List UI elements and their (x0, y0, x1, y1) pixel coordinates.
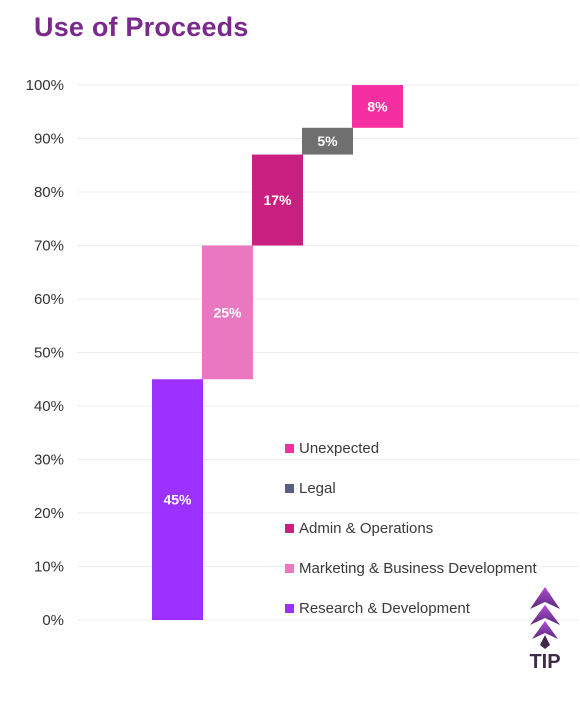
legend-label: Unexpected (299, 439, 380, 457)
bar-value-label: 45% (163, 492, 192, 508)
legend-label: Legal (299, 479, 336, 497)
y-tick-label: 100% (26, 77, 64, 94)
chart-title: Use of Proceeds (34, 12, 249, 42)
y-tick-label: 90% (34, 131, 64, 148)
legend-label: Admin & Operations (299, 519, 434, 537)
bar-value-label: 8% (367, 98, 388, 114)
bar-marketing-business-development (202, 245, 253, 380)
y-tick-label: 80% (34, 184, 64, 201)
tip-logo: TIP (520, 585, 570, 685)
bar-unexpected (352, 85, 403, 128)
legend-item-research: Research & Development (285, 588, 537, 628)
y-tick-label: 10% (34, 559, 64, 576)
bar-research-development (152, 379, 203, 620)
y-tick-label: 40% (34, 398, 64, 415)
legend-swatch (285, 523, 294, 533)
legend-item-admin-operations: Admin & Operations (285, 508, 537, 548)
legend-swatch (285, 443, 294, 453)
y-tick-label: 30% (34, 452, 64, 469)
y-tick-label: 60% (34, 291, 64, 308)
bar-value-label: 17% (263, 192, 292, 208)
y-tick-label: 70% (34, 238, 64, 255)
legend-item-unexpected: Unexpected (285, 428, 537, 468)
y-axis-ticks: 0% 10% 20% 30% 40% 50% 60% 70% 80% 90% 100% (26, 77, 64, 629)
bar-value-label: 5% (317, 133, 338, 149)
y-tick-label: 0% (42, 612, 64, 629)
y-tick-label: 50% (34, 345, 64, 362)
bar-value-label: 25% (213, 304, 242, 320)
legend-label: Marketing & Business Development (299, 559, 537, 577)
legend-swatch (285, 563, 294, 573)
y-tick-label: 20% (34, 505, 64, 522)
legend-label: Research & Development (299, 599, 470, 617)
legend-swatch (285, 603, 294, 613)
legend: Unexpected Legal Admin & Operations Mark… (285, 428, 537, 628)
bar-admin-operations (252, 154, 303, 246)
legend-item-marketing: Marketing & Business Development (285, 548, 537, 588)
bars (152, 85, 403, 620)
bar-labels: 45% 25% 17% 5% 8% (163, 98, 388, 507)
logo-text: TIP (529, 651, 561, 673)
legend-item-legal: Legal (285, 468, 537, 508)
tip-logo-icon (530, 587, 560, 649)
bar-legal (302, 127, 353, 155)
legend-swatch (285, 483, 294, 493)
